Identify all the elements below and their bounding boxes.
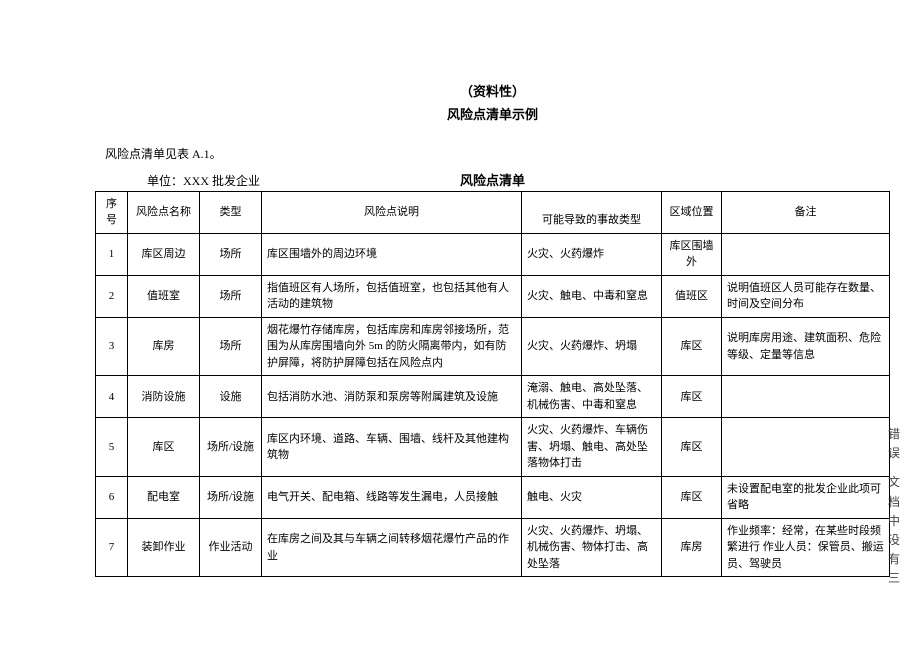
cell-loc: 库区 (662, 418, 722, 477)
cell-loc: 库房 (662, 518, 722, 577)
cell-loc: 库区 (662, 317, 722, 376)
th-seq: 序号 (96, 191, 128, 233)
cell-seq: 7 (96, 518, 128, 577)
cell-seq: 3 (96, 317, 128, 376)
cell-note: 作业频率：经常，在某些时段频繁进行 作业人员：保管员、搬运员、驾驶员 (722, 518, 890, 577)
side-block-1: 错误 (888, 425, 902, 463)
th-name: 风险点名称 (128, 191, 200, 233)
cell-acc: 火灾、火药爆炸、车辆伤害、坍塌、触电、高处坠落物体打击 (522, 418, 662, 477)
cell-type: 设施 (200, 376, 262, 418)
cell-name: 配电室 (128, 476, 200, 518)
header-line-2: 风险点清单示例 (95, 103, 890, 126)
cell-desc: 库区围墙外的周边环境 (262, 233, 522, 275)
cell-name: 值班室 (128, 275, 200, 317)
cell-name: 库房 (128, 317, 200, 376)
table-caption: 风险点清单 (95, 170, 890, 189)
cell-desc: 库区内环境、道路、车辆、围墙、线杆及其他建构筑物 (262, 418, 522, 477)
table-row: 3库房场所烟花爆竹存储库房，包括库房和库房邻接场所，范围为从库房围墙向外 5m … (96, 317, 890, 376)
table-header-row: 序号 风险点名称 类型 风险点说明 可能导致的事故类型 区域位置 备注 (96, 191, 890, 233)
cell-note: 未设置配电室的批发企业此项可省略 (722, 476, 890, 518)
cell-acc: 火灾、火药爆炸 (522, 233, 662, 275)
cell-desc: 指值班区有人场所，包括值班室，也包括其他有人活动的建筑物 (262, 275, 522, 317)
cell-name: 消防设施 (128, 376, 200, 418)
cell-type: 场所/设施 (200, 476, 262, 518)
table-row: 7装卸作业作业活动在库房之间及其与车辆之间转移烟花爆竹产品的作业火灾、火药爆炸、… (96, 518, 890, 577)
cell-note (722, 233, 890, 275)
cell-loc: 库区 (662, 476, 722, 518)
cell-note (722, 376, 890, 418)
th-type: 类型 (200, 191, 262, 233)
cell-seq: 4 (96, 376, 128, 418)
cell-type: 场所/设施 (200, 418, 262, 477)
side-block-2: 文档中没有三 (888, 473, 902, 588)
cell-type: 场所 (200, 233, 262, 275)
cell-type: 作业活动 (200, 518, 262, 577)
side-vertical-text: 错误 文档中没有三 (888, 425, 902, 599)
cell-seq: 6 (96, 476, 128, 518)
cell-name: 装卸作业 (128, 518, 200, 577)
cell-loc: 库区 (662, 376, 722, 418)
cell-acc: 淹溺、触电、高处坠落、机械伤害、中毒和窒息 (522, 376, 662, 418)
cell-seq: 2 (96, 275, 128, 317)
cell-type: 场所 (200, 275, 262, 317)
cell-name: 库区周边 (128, 233, 200, 275)
cell-acc: 触电、火灾 (522, 476, 662, 518)
cell-desc: 在库房之间及其与车辆之间转移烟花爆竹产品的作业 (262, 518, 522, 577)
table-row: 2值班室场所指值班区有人场所，包括值班室，也包括其他有人活动的建筑物火灾、触电、… (96, 275, 890, 317)
table-row: 5库区场所/设施库区内环境、道路、车辆、围墙、线杆及其他建构筑物火灾、火药爆炸、… (96, 418, 890, 477)
cell-desc: 包括消防水池、消防泵和泵房等附属建筑及设施 (262, 376, 522, 418)
risk-table: 序号 风险点名称 类型 风险点说明 可能导致的事故类型 区域位置 备注 1库区周… (95, 191, 890, 578)
table-row: 4消防设施设施包括消防水池、消防泵和泵房等附属建筑及设施淹溺、触电、高处坠落、机… (96, 376, 890, 418)
header-line-1: （资料性） (95, 80, 890, 103)
intro-text: 风险点清单见表 A.1。 (105, 145, 890, 162)
th-note: 备注 (722, 191, 890, 233)
cell-desc: 烟花爆竹存储库房，包括库房和库房邻接场所，范围为从库房围墙向外 5m 的防火隔离… (262, 317, 522, 376)
cell-seq: 1 (96, 233, 128, 275)
cell-name: 库区 (128, 418, 200, 477)
cell-type: 场所 (200, 317, 262, 376)
cell-acc: 火灾、火药爆炸、坍塌 (522, 317, 662, 376)
cell-seq: 5 (96, 418, 128, 477)
table-row: 1库区周边场所库区围墙外的周边环境火灾、火药爆炸库区围墙外 (96, 233, 890, 275)
cell-loc: 值班区 (662, 275, 722, 317)
table-body: 1库区周边场所库区围墙外的周边环境火灾、火药爆炸库区围墙外2值班室场所指值班区有… (96, 233, 890, 577)
cell-desc: 电气开关、配电箱、线路等发生漏电，人员接触 (262, 476, 522, 518)
th-loc: 区域位置 (662, 191, 722, 233)
th-desc: 风险点说明 (262, 191, 522, 233)
cell-note (722, 418, 890, 477)
table-row: 6配电室场所/设施电气开关、配电箱、线路等发生漏电，人员接触触电、火灾库区未设置… (96, 476, 890, 518)
cell-note: 说明库房用途、建筑面积、危险等级、定量等信息 (722, 317, 890, 376)
th-acc: 可能导致的事故类型 (522, 191, 662, 233)
cell-acc: 火灾、触电、中毒和窒息 (522, 275, 662, 317)
cell-note: 说明值班区人员可能存在数量、时间及空间分布 (722, 275, 890, 317)
cell-loc: 库区围墙外 (662, 233, 722, 275)
cell-acc: 火灾、火药爆炸、坍塌、机械伤害、物体打击、高处坠落 (522, 518, 662, 577)
